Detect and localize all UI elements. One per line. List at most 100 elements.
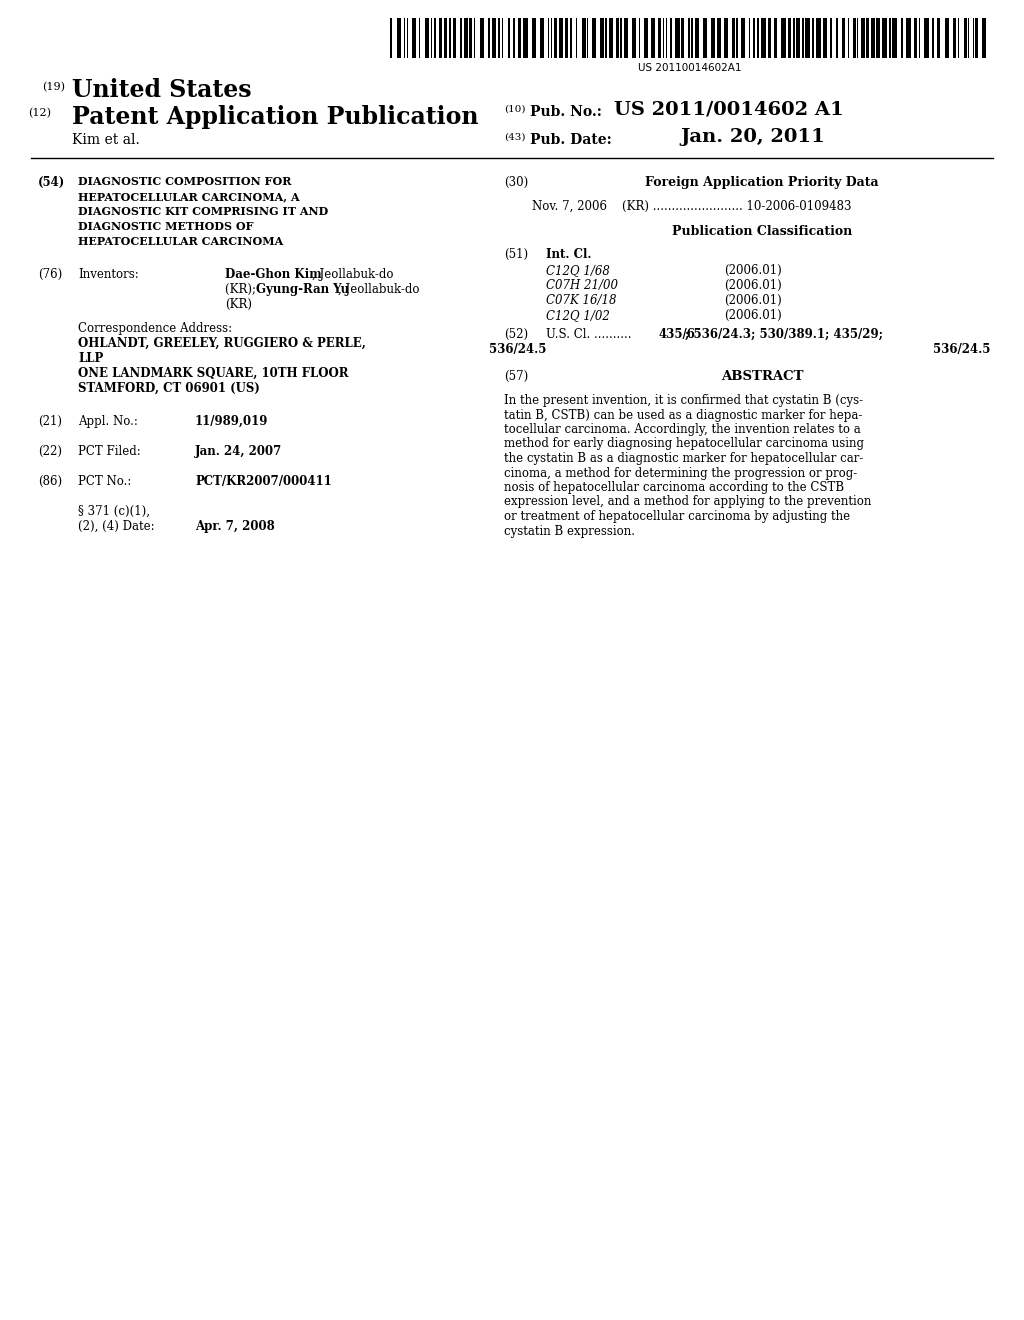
Text: (2006.01): (2006.01) <box>724 294 781 308</box>
Bar <box>503 18 504 58</box>
Text: HEPATOCELLULAR CARCINOMA: HEPATOCELLULAR CARCINOMA <box>78 236 284 247</box>
Bar <box>964 18 967 58</box>
Bar <box>703 18 707 58</box>
Text: Apr. 7, 2008: Apr. 7, 2008 <box>195 520 274 533</box>
Text: Correspondence Address:: Correspondence Address: <box>78 322 232 335</box>
Text: (86): (86) <box>38 475 62 488</box>
Bar <box>906 18 910 58</box>
Bar <box>866 18 869 58</box>
Bar <box>796 18 800 58</box>
Text: US 20110014602A1: US 20110014602A1 <box>638 63 741 73</box>
Bar <box>397 18 400 58</box>
Bar <box>474 18 475 58</box>
Bar <box>802 18 804 58</box>
Bar <box>883 18 887 58</box>
Text: C07H 21/00: C07H 21/00 <box>546 279 618 292</box>
Bar <box>434 18 436 58</box>
Bar <box>892 18 897 58</box>
Bar <box>541 18 544 58</box>
Bar <box>975 18 979 58</box>
Text: Pub. Date:: Pub. Date: <box>530 133 611 147</box>
Bar <box>469 18 472 58</box>
Bar <box>513 18 515 58</box>
Bar <box>390 18 392 58</box>
Bar <box>465 18 468 58</box>
Text: (43): (43) <box>504 133 525 143</box>
Bar <box>740 18 744 58</box>
Text: LLP: LLP <box>78 352 103 366</box>
Text: (51): (51) <box>504 248 528 261</box>
Bar <box>753 18 756 58</box>
Text: PCT/KR2007/000411: PCT/KR2007/000411 <box>195 475 332 488</box>
Text: (10): (10) <box>504 106 525 114</box>
Bar <box>407 18 409 58</box>
Bar <box>871 18 874 58</box>
Text: cinoma, a method for determining the progression or prog-: cinoma, a method for determining the pro… <box>504 466 857 479</box>
Bar <box>968 18 970 58</box>
Bar <box>853 18 855 58</box>
Text: United States: United States <box>72 78 252 102</box>
Text: 536/24.5: 536/24.5 <box>933 343 990 356</box>
Bar <box>616 18 618 58</box>
Bar <box>913 18 916 58</box>
Bar <box>688 18 690 58</box>
Bar <box>806 18 810 58</box>
Text: (52): (52) <box>504 327 528 341</box>
Bar <box>919 18 920 58</box>
Text: C12Q 1/68: C12Q 1/68 <box>546 264 610 277</box>
Text: Foreign Application Priority Data: Foreign Application Priority Data <box>645 176 879 189</box>
Text: nosis of hepatocellular carcinoma according to the CSTB: nosis of hepatocellular carcinoma accord… <box>504 480 844 494</box>
Bar <box>492 18 496 58</box>
Bar <box>570 18 572 58</box>
Text: (2006.01): (2006.01) <box>724 309 781 322</box>
Bar <box>761 18 766 58</box>
Bar <box>781 18 785 58</box>
Text: (30): (30) <box>504 176 528 189</box>
Text: Inventors:: Inventors: <box>78 268 138 281</box>
Text: PCT Filed:: PCT Filed: <box>78 445 140 458</box>
Bar <box>757 18 759 58</box>
Bar <box>736 18 738 58</box>
Bar <box>732 18 735 58</box>
Text: expression level, and a method for applying to the prevention: expression level, and a method for apply… <box>504 495 871 508</box>
Bar <box>793 18 795 58</box>
Bar <box>901 18 903 58</box>
Bar <box>857 18 858 58</box>
Bar <box>664 18 665 58</box>
Text: Publication Classification: Publication Classification <box>672 224 852 238</box>
Bar <box>957 18 959 58</box>
Bar <box>944 18 949 58</box>
Bar <box>724 18 728 58</box>
Text: HEPATOCELLULAR CARCINOMA, A: HEPATOCELLULAR CARCINOMA, A <box>78 191 300 202</box>
Bar <box>431 18 432 58</box>
Bar <box>443 18 447 58</box>
Bar <box>518 18 521 58</box>
Text: PCT No.:: PCT No.: <box>78 475 131 488</box>
Bar <box>924 18 929 58</box>
Bar <box>479 18 484 58</box>
Text: DIAGNOSTIC METHODS OF: DIAGNOSTIC METHODS OF <box>78 220 254 232</box>
Text: STAMFORD, CT 06901 (US): STAMFORD, CT 06901 (US) <box>78 381 260 395</box>
Bar <box>565 18 567 58</box>
Bar <box>812 18 813 58</box>
Bar <box>523 18 527 58</box>
Text: the cystatin B as a diagnostic marker for hepatocellular car-: the cystatin B as a diagnostic marker fo… <box>504 451 863 465</box>
Text: , Jeollabuk-do: , Jeollabuk-do <box>312 268 393 281</box>
Text: (21): (21) <box>38 414 62 428</box>
Bar <box>460 18 462 58</box>
Text: U.S. Cl. ..........: U.S. Cl. .......... <box>546 327 632 341</box>
Text: Patent Application Publication: Patent Application Publication <box>72 106 478 129</box>
Bar <box>620 18 623 58</box>
Bar <box>666 18 667 58</box>
Bar <box>749 18 750 58</box>
Bar <box>644 18 648 58</box>
Bar <box>861 18 865 58</box>
Text: (19): (19) <box>42 82 65 92</box>
Text: (54): (54) <box>38 176 66 189</box>
Bar <box>937 18 940 58</box>
Bar <box>605 18 607 58</box>
Text: Dae-Ghon Kim: Dae-Ghon Kim <box>225 268 322 281</box>
Bar <box>419 18 420 58</box>
Text: Jan. 24, 2007: Jan. 24, 2007 <box>195 445 283 458</box>
Text: Kim et al.: Kim et al. <box>72 133 139 147</box>
